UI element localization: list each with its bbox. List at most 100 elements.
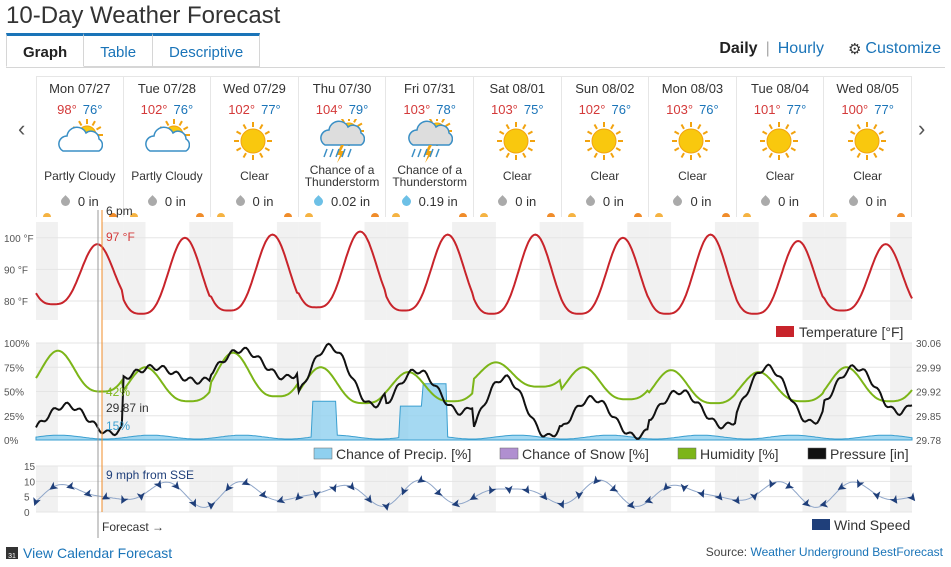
sunrise-sunset-row — [129, 211, 205, 217]
high-temp: 102° — [140, 102, 168, 117]
page-title: 10-Day Weather Forecast — [6, 2, 281, 29]
precip-amount: 0 in — [515, 194, 537, 209]
wind-direction-arrow-icon — [83, 489, 93, 498]
day-date: Tue 08/04 — [751, 81, 810, 96]
condition-icon-wrap — [211, 119, 298, 163]
day-date: Thu 07/30 — [312, 81, 372, 96]
wind-direction-arrow-icon — [663, 482, 672, 491]
previous-arrow-icon[interactable]: ‹ — [18, 116, 26, 141]
day-condition: Clear — [590, 169, 620, 183]
wind-night-band — [276, 466, 299, 512]
day-column[interactable]: Tue 07/28 102° 76° Partly Cloudy 0 in — [123, 76, 212, 217]
customize-button[interactable]: ⚙ Customize — [848, 40, 941, 58]
condition-icon-wrap — [824, 119, 911, 163]
high-temp: 100° — [841, 102, 869, 117]
wind-night-band — [539, 466, 562, 512]
wind-direction-arrow-icon — [769, 479, 777, 489]
partly-cloudy-icon — [57, 119, 103, 152]
sunset-icon — [458, 213, 467, 217]
tab-table[interactable]: Table — [84, 33, 154, 67]
day-column[interactable]: Mon 08/03 103° 76° Clear 0 in — [649, 76, 737, 217]
sunset-icon — [196, 213, 205, 217]
condition-icon-wrap — [649, 119, 736, 163]
calendar-forecast-link[interactable]: 31 View Calendar Forecast — [6, 545, 172, 561]
day-date: Tue 07/28 — [137, 81, 196, 96]
sunrise-icon — [217, 213, 226, 217]
tab-descriptive[interactable]: Descriptive — [153, 33, 261, 67]
hourly-toggle[interactable]: Hourly — [777, 40, 824, 57]
day-column[interactable]: Sat 08/01 103° 75° Clear 0 in — [473, 76, 562, 217]
sunrise-icon — [43, 213, 51, 217]
temp-ytick: 100 °F — [4, 234, 34, 245]
snow-legend-swatch — [499, 447, 519, 460]
wind-ytick: 15 — [24, 462, 36, 473]
temp-night-band — [474, 222, 496, 320]
wind-direction-arrow-icon — [295, 491, 304, 501]
tab-divider — [6, 67, 945, 68]
sunset-icon — [721, 213, 730, 217]
day-column[interactable]: Sun 08/02 102° 76° Clear 0 in — [561, 76, 650, 217]
temp-night-band — [452, 222, 474, 320]
wind-direction-arrow-icon — [312, 489, 321, 499]
wind-night-band — [101, 466, 124, 512]
temp-night-band — [364, 222, 387, 320]
temp-ytick: 80 °F — [4, 297, 28, 308]
sunrise-icon — [742, 213, 751, 217]
wind-night-band — [627, 466, 650, 512]
pressure-legend-label: Pressure [in] — [830, 446, 909, 462]
low-temp: 76° — [173, 102, 194, 117]
sun-icon — [672, 122, 711, 160]
sunrise-icon — [567, 213, 576, 217]
temp-night-band — [649, 222, 672, 320]
wind-day-band — [758, 466, 803, 512]
day-column[interactable]: Wed 07/29 102° 77° Clear 0 in — [211, 76, 299, 217]
precip-amount: 0 in — [865, 194, 887, 209]
daily-toggle[interactable]: Daily — [719, 40, 758, 57]
wind-direction-arrow-icon — [401, 486, 409, 496]
source-link[interactable]: Weather Underground BestForecast — [750, 545, 943, 559]
pressure-ytick: 29.78 — [916, 436, 941, 447]
wind-direction-arrow-icon — [872, 491, 881, 500]
precip-legend-label: Chance of Precip. [%] — [336, 446, 471, 462]
day-column[interactable]: Fri 07/31 103° 78° Chance of a Thundersto… — [386, 76, 474, 217]
precip-amount: 0 in — [602, 194, 624, 209]
day-column[interactable]: Tue 08/04 101° 77° Clear 0 in — [736, 76, 825, 217]
day-precip: 0 in — [37, 194, 123, 209]
day-temps: 103° 76° — [649, 102, 736, 117]
tab-graph[interactable]: Graph — [6, 33, 85, 67]
wind-night-band — [298, 466, 321, 512]
humidity-ytick: 0% — [4, 436, 19, 447]
sunset-icon — [809, 213, 818, 217]
wind-night-band — [386, 466, 409, 512]
precip-amount: 0 in — [164, 194, 186, 209]
wind-direction-arrow-icon — [225, 482, 234, 492]
day-precip: 0 in — [737, 194, 824, 209]
next-arrow-icon[interactable]: › — [918, 116, 926, 141]
sunset-icon — [546, 213, 555, 217]
low-temp: 77° — [261, 102, 281, 117]
wind-day-band — [57, 466, 102, 512]
day-precip: 0 in — [824, 194, 911, 209]
sunrise-icon — [304, 213, 313, 217]
day-date: Sat 08/01 — [489, 81, 546, 96]
forecast-marker-label: Forecast → — [102, 520, 164, 534]
wind-direction-arrow-icon — [171, 480, 180, 490]
view-tabs: Graph Table Descriptive — [6, 33, 261, 67]
day-precip: 0 in — [474, 194, 561, 209]
temp-ytick: 90 °F — [4, 265, 28, 276]
humidity-ytick: 25% — [4, 412, 24, 423]
day-column[interactable]: Mon 07/27 98° 76° Partly Cloudy 0 in — [36, 76, 124, 217]
temp-day-band — [583, 222, 628, 320]
humidity-legend-swatch — [677, 447, 697, 460]
day-column[interactable]: Wed 08/05 100° 77° Clear 0 in — [824, 76, 912, 217]
precip-amount: 0.02 in — [331, 194, 371, 209]
sunrise-sunset-row — [830, 211, 905, 217]
high-temp: 98° — [57, 102, 77, 117]
condition-icon-wrap — [124, 119, 211, 163]
day-column[interactable]: Thu 07/30 104° 79° Chance of a Thundersto… — [298, 76, 387, 217]
precip-amount: 0 in — [77, 194, 99, 209]
wind-direction-arrow-icon — [819, 499, 829, 508]
day-precip: 0.19 in — [386, 194, 473, 209]
low-temp: 76° — [699, 102, 719, 117]
pressure-legend-swatch — [807, 447, 827, 460]
